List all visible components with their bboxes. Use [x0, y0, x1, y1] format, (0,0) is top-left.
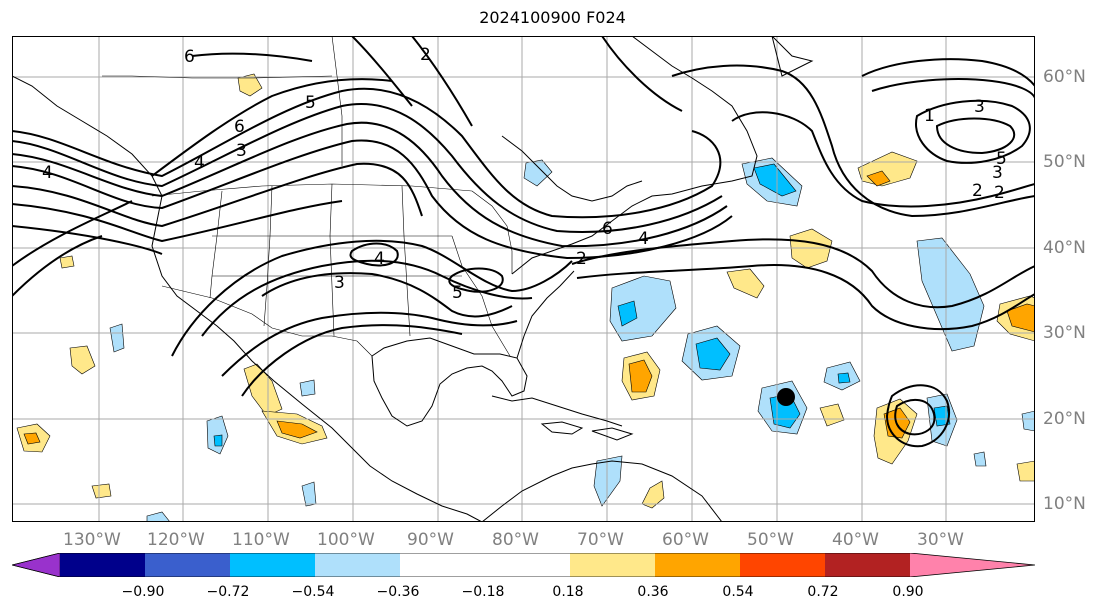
- colorbar-segment: [315, 553, 400, 577]
- coastlines: [12, 36, 814, 522]
- weather-map: 6 5 4 3 2 4 3 5 6 4 2 6 5 4 3 2 1 3 2: [12, 36, 1035, 522]
- lon-label: 40°W: [832, 530, 879, 550]
- colorbar-tick: −0.36: [376, 584, 420, 600]
- positive-anomaly-region: [628, 359, 653, 393]
- colorbar-segment: [12, 553, 61, 577]
- lon-label: 130°W: [63, 530, 121, 550]
- lat-label: 50°N: [1043, 152, 1086, 172]
- contour-label: 2: [994, 183, 1005, 203]
- colorbar-tick: −0.72: [206, 584, 250, 600]
- negative-anomaly-region: [146, 511, 171, 522]
- contour-label: 4: [638, 229, 649, 249]
- negative-anomaly-region: [837, 372, 851, 384]
- lon-label: 70°W: [577, 530, 624, 550]
- positive-anomaly-region: [641, 480, 665, 509]
- colorbar-tick: −0.54: [291, 584, 335, 600]
- positive-anomaly-region: [276, 420, 318, 439]
- colorbar-tick: 0.54: [722, 584, 754, 600]
- lon-label: 80°W: [492, 530, 539, 550]
- map-title: 2024100900 F024: [479, 8, 626, 27]
- negative-anomaly-region: [523, 159, 553, 187]
- colorbar-segment: [655, 553, 740, 577]
- positive-anomaly-region: [23, 432, 41, 445]
- contour-label: 6: [234, 117, 245, 137]
- contour-label: 3: [974, 97, 985, 117]
- colorbar-tick: 0.18: [552, 584, 584, 600]
- contour-label: 5: [305, 93, 316, 113]
- contour-label: 6: [602, 219, 613, 239]
- colorbar-segment: [740, 553, 825, 577]
- colorbar-tick: 0.36: [637, 584, 669, 600]
- lon-label: 50°W: [747, 530, 794, 550]
- contour-label: 4: [194, 153, 205, 173]
- negative-anomaly-region: [916, 237, 985, 352]
- contour-label: 6: [184, 47, 195, 67]
- positive-anomaly-region: [69, 345, 96, 375]
- colorbar-tick: −0.90: [121, 584, 165, 600]
- negative-anomaly-region: [973, 451, 987, 467]
- lon-label: 60°W: [662, 530, 709, 550]
- lat-label: 20°N: [1043, 409, 1086, 429]
- lon-label: 100°W: [317, 530, 375, 550]
- contour-lines: [12, 36, 1035, 448]
- shaded-regions: [16, 73, 1035, 522]
- colorbar-segment: [60, 553, 145, 577]
- positive-anomaly-region: [726, 268, 765, 299]
- contour-label: 3: [992, 163, 1003, 183]
- lat-label: 60°N: [1043, 67, 1086, 87]
- lon-label: 90°W: [407, 530, 454, 550]
- positive-anomaly-region: [91, 483, 112, 499]
- negative-anomaly-region: [753, 163, 797, 197]
- negative-anomaly-region: [617, 300, 638, 327]
- negative-anomaly-region: [109, 323, 125, 353]
- negative-anomaly-region: [593, 455, 623, 507]
- colorbar-segment: [145, 553, 230, 577]
- lon-label: 30°W: [917, 530, 964, 550]
- contour-label: 5: [996, 149, 1007, 169]
- contour-label: 2: [576, 249, 587, 269]
- positive-anomaly-region: [1006, 303, 1035, 333]
- colorbar-tick: 0.72: [807, 584, 839, 600]
- colorbar-tick: 0.90: [892, 584, 924, 600]
- lat-label: 40°N: [1043, 238, 1086, 258]
- contour-label: 1: [924, 106, 935, 126]
- negative-anomaly-region: [299, 379, 316, 397]
- positive-anomaly-region: [866, 170, 891, 187]
- negative-anomaly-region: [609, 275, 677, 342]
- colorbar-segment: [825, 553, 910, 577]
- colorbar-segment: [400, 553, 570, 577]
- lat-label: 10°N: [1043, 494, 1086, 514]
- colorbar-segment: [910, 553, 1035, 577]
- positive-anomaly-region: [243, 363, 283, 417]
- political-borders: [102, 36, 513, 357]
- colorbar-segment: [570, 553, 655, 577]
- contour-label: 5: [452, 283, 463, 303]
- negative-anomaly-region: [1021, 410, 1035, 432]
- lon-label: 110°W: [232, 530, 290, 550]
- contour-label: 3: [334, 273, 345, 293]
- contour-label: 3: [236, 141, 247, 161]
- lon-label: 120°W: [147, 530, 205, 550]
- positive-anomaly-region: [819, 403, 845, 427]
- negative-anomaly-region: [213, 434, 223, 447]
- positive-anomaly-region: [59, 255, 75, 269]
- colorbar: [12, 553, 1035, 577]
- colorbar-tick: −0.18: [461, 584, 505, 600]
- lat-lon-grid: [12, 36, 1035, 522]
- lat-label: 30°N: [1043, 323, 1086, 343]
- contour-label: 2: [420, 45, 431, 65]
- colorbar-segment: [230, 553, 315, 577]
- storm-marker: [777, 388, 795, 406]
- positive-anomaly-region: [1016, 460, 1035, 482]
- negative-anomaly-region: [206, 415, 229, 455]
- positive-anomaly-region: [237, 73, 263, 97]
- contour-label: 4: [42, 163, 53, 183]
- contour-label: 4: [374, 249, 385, 269]
- negative-anomaly-region: [695, 337, 731, 371]
- contour-label: 2: [972, 181, 983, 201]
